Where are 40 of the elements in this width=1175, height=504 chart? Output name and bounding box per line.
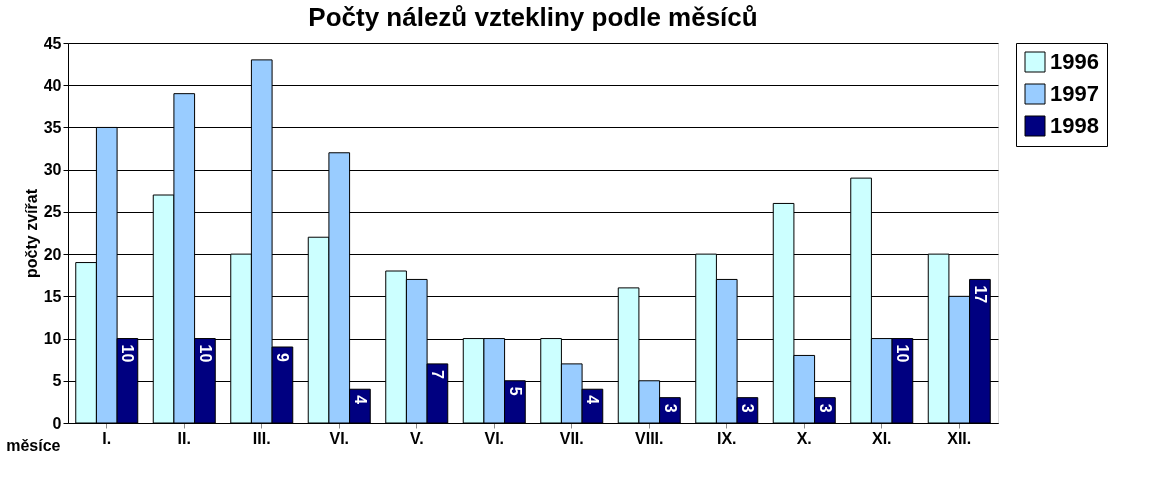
data-label: 3 xyxy=(739,403,757,413)
x-tick-label: IX. xyxy=(716,429,737,447)
x-tick-label: X. xyxy=(796,429,812,447)
y-tick-label: 40 xyxy=(43,76,62,94)
data-label: 10 xyxy=(196,344,214,363)
x-tick-label: XI. xyxy=(871,429,892,447)
x-tick-label: VI. xyxy=(329,429,350,447)
x-tick-label: V. xyxy=(409,429,424,447)
y-tick-label: 45 xyxy=(43,34,62,52)
y-tick-label: 10 xyxy=(43,330,62,348)
data-label: 4 xyxy=(351,395,369,405)
x-tick-label: VII. xyxy=(559,429,584,447)
y-tick-label: 0 xyxy=(52,414,62,432)
y-axis-title: počty zvířat xyxy=(22,188,40,278)
data-label: 10 xyxy=(894,344,912,363)
y-tick-label: 15 xyxy=(43,287,62,305)
x-tick-label: II. xyxy=(177,429,191,447)
data-label: 10 xyxy=(119,344,137,363)
legend-label: 1998 xyxy=(1050,113,1099,138)
data-label: 4 xyxy=(584,395,602,405)
data-label: 3 xyxy=(661,403,679,413)
data-label: 17 xyxy=(971,285,989,304)
x-tick-label: VIII. xyxy=(635,429,664,447)
data-label: 7 xyxy=(429,369,447,379)
data-label: 3 xyxy=(816,403,834,413)
data-label: 5 xyxy=(506,386,524,396)
legend-label: 1997 xyxy=(1050,81,1099,106)
x-tick-label: III. xyxy=(252,429,271,447)
x-tick-label: I. xyxy=(102,429,112,447)
y-tick-label: 5 xyxy=(52,372,62,390)
chart-title: Počty nálezů vztekliny podle měsíců xyxy=(308,2,758,32)
data-label: 9 xyxy=(274,353,292,362)
y-tick-label: 35 xyxy=(43,118,62,136)
x-tick-label: XII. xyxy=(947,429,972,447)
x-tick-label: VI. xyxy=(484,429,505,447)
y-tick-label: 25 xyxy=(43,203,62,221)
legend-label: 1996 xyxy=(1050,49,1099,74)
y-tick-label: 30 xyxy=(43,161,62,179)
y-tick-label: 20 xyxy=(43,245,62,263)
x-axis-title: měsíce xyxy=(6,436,61,454)
